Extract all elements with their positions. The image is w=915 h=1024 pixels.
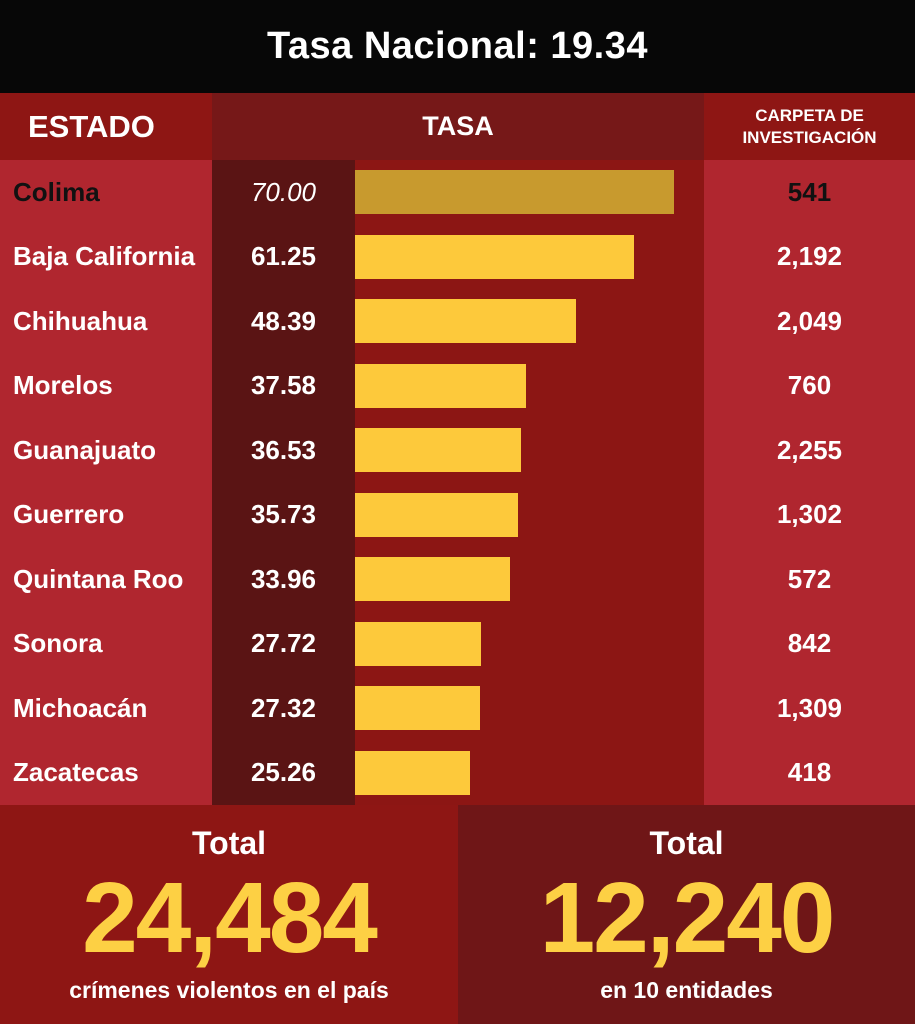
bar-chart: Colima 70.00 541 Baja California 61.25 2,192 C… [0, 160, 915, 805]
table-row: Morelos 37.58 760 [0, 354, 915, 418]
carpeta-value: 418 [787, 757, 832, 787]
tasa-bar [355, 170, 674, 214]
tasa-bar [355, 363, 527, 408]
estado-column-bg [0, 93, 212, 805]
state-label: Quintana Roo [13, 563, 184, 594]
carpeta-value: 2,192 [776, 241, 843, 271]
total-crimes-label: Total [191, 825, 267, 861]
table-row: Michoacán 27.32 1,309 [0, 676, 915, 740]
column-header-estado: ESTADO [0, 93, 212, 160]
tasa-value-label: 25.26 [250, 757, 317, 787]
tasa-bar [355, 234, 635, 279]
state-label: Morelos [13, 370, 113, 400]
tasa-bar [355, 428, 522, 472]
carpeta-value: 842 [787, 628, 832, 658]
tasa-value-label: 27.32 [250, 692, 317, 723]
tasa-bar [355, 686, 480, 730]
state-label: Guerrero [13, 499, 125, 529]
carpeta-column-bg [704, 93, 915, 805]
tasa-bar [355, 750, 471, 795]
carpeta-value: 2,255 [776, 434, 843, 465]
total-entities-value: 12,240 [539, 862, 836, 974]
table-row: Guanajuato 36.53 2,255 [0, 418, 915, 482]
state-label: Zacatecas [13, 757, 139, 787]
tasa-value-label: 61.25 [250, 241, 317, 271]
column-header-carpeta-line2: INVESTIGACIÓN [742, 127, 877, 147]
tasa-value-label: 36.53 [250, 434, 317, 465]
total-entities-label: Total [649, 825, 724, 861]
state-label: Michoacán [13, 692, 148, 723]
carpeta-value: 572 [787, 563, 832, 594]
total-entities-caption: en 10 entidades [600, 977, 773, 1003]
tasa-value-column-bg [212, 160, 355, 805]
column-header-carpeta-line1: CARPETA DE [755, 105, 864, 125]
tasa-bar [355, 557, 510, 601]
tasa-value-label: 37.58 [250, 370, 317, 400]
column-header-tasa: TASA [212, 93, 704, 160]
tasa-bar [355, 492, 518, 537]
total-crimes-panel: Total 24,484 crímenes violentos en el pa… [0, 805, 458, 1024]
table-row: Baja California 61.25 2,192 [0, 225, 915, 289]
table-row: Chihuahua 48.39 2,049 [0, 289, 915, 353]
tasa-bar [355, 299, 576, 343]
state-label: Colima [13, 176, 100, 207]
state-label: Baja California [13, 241, 196, 271]
total-entities-panel: Total 12,240 en 10 entidades [458, 805, 915, 1024]
carpeta-value: 541 [787, 176, 832, 207]
tasa-bar [355, 621, 482, 666]
table-row: Quintana Roo 33.96 572 [0, 547, 915, 611]
column-header-carpeta: CARPETA DE INVESTIGACIÓN [704, 93, 915, 160]
total-crimes-caption: crímenes violentos en el país [69, 977, 389, 1003]
total-crimes-value: 24,484 [82, 862, 378, 974]
state-label: Guanajuato [13, 434, 157, 465]
tasa-value-label: 35.73 [250, 499, 317, 529]
table-row: Guerrero 35.73 1,302 [0, 483, 915, 547]
carpeta-value: 1,302 [776, 499, 843, 529]
table-row: Sonora 27.72 842 [0, 612, 915, 676]
tasa-value-label: 48.39 [250, 305, 317, 336]
tasa-value-label: 33.96 [250, 563, 317, 594]
tasa-value-label: 27.72 [250, 628, 317, 658]
carpeta-value: 2,049 [776, 305, 843, 336]
table-row: Zacatecas 25.26 418 [0, 741, 915, 805]
state-label: Sonora [13, 628, 103, 658]
tasa-value-label: 70.00 [250, 176, 317, 207]
page-title: Tasa Nacional: 19.34 [0, 0, 915, 93]
state-label: Chihuahua [13, 305, 148, 336]
carpeta-value: 760 [787, 370, 832, 400]
table-row: Colima 70.00 541 [0, 160, 915, 224]
carpeta-value: 1,309 [776, 692, 843, 723]
